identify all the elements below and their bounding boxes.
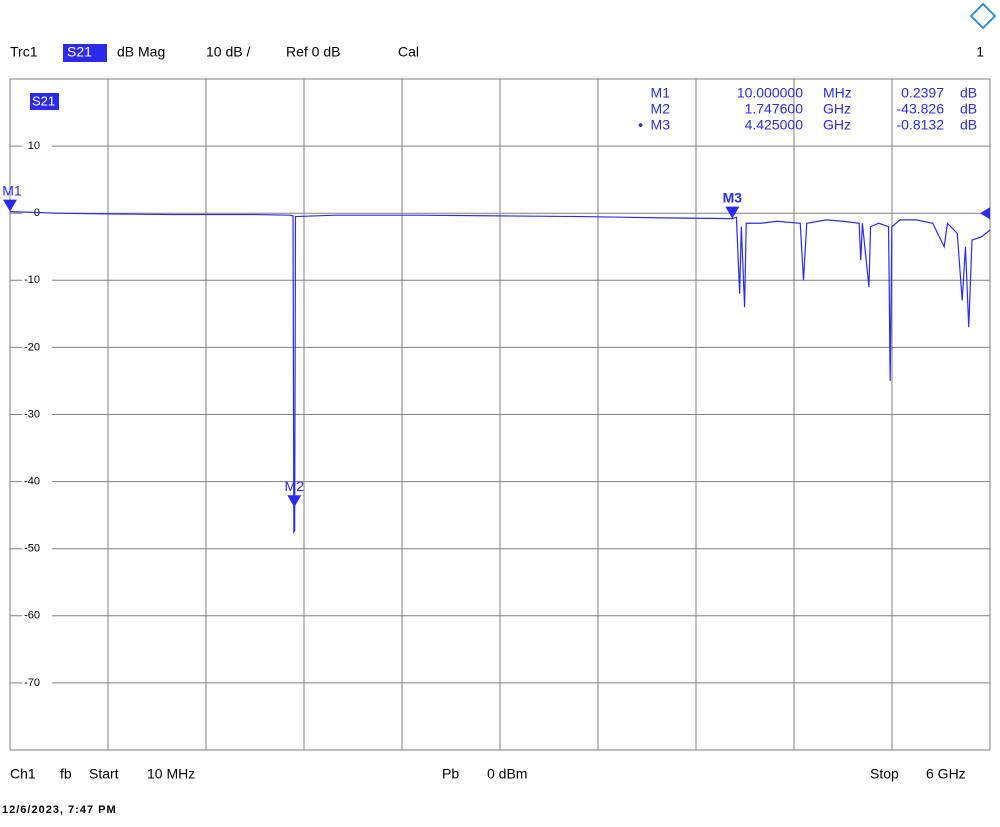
tick-label-bg bbox=[22, 608, 52, 623]
power: 0 dBm bbox=[487, 766, 527, 782]
marker-label: M3 bbox=[723, 189, 743, 205]
y-tick-label: -30 bbox=[24, 408, 40, 420]
marker bbox=[287, 495, 302, 508]
tick-label-bg bbox=[22, 675, 52, 690]
active-marker: • bbox=[638, 117, 643, 133]
marker-value-unit: dB bbox=[960, 117, 977, 133]
calibration: Cal bbox=[398, 44, 419, 60]
reference-arrow bbox=[980, 207, 990, 220]
marker-value: -0.8132 bbox=[897, 117, 945, 133]
reference: Ref 0 dB bbox=[286, 44, 340, 60]
y-tick-label: -40 bbox=[24, 476, 40, 488]
marker-label: M1 bbox=[2, 182, 22, 198]
marker-freq: 10.000000 bbox=[737, 85, 803, 101]
tick-label-bg bbox=[22, 407, 52, 422]
parameter: S21 bbox=[67, 44, 92, 60]
marker-label: M2 bbox=[285, 478, 305, 494]
marker-name: M2 bbox=[651, 101, 671, 117]
power-label: Pb bbox=[442, 766, 459, 782]
trace bbox=[9, 210, 991, 535]
tick-label-bg bbox=[22, 474, 52, 489]
y-tick-label: 0 bbox=[34, 207, 40, 219]
marker-freq-unit: GHz bbox=[823, 117, 851, 133]
marker-freq-unit: GHz bbox=[823, 101, 851, 117]
stop-label: Stop bbox=[870, 766, 899, 782]
format: dB Mag bbox=[117, 44, 165, 60]
marker-value-unit: dB bbox=[960, 85, 977, 101]
tick-label-bg bbox=[22, 139, 52, 154]
tick-label-bg bbox=[22, 340, 52, 355]
scale: 10 dB / bbox=[206, 44, 250, 60]
stop: 6 GHz bbox=[926, 766, 966, 782]
trace-name: Trc1 bbox=[10, 44, 38, 60]
window-number: 1 bbox=[976, 44, 984, 60]
marker-name: M1 bbox=[651, 85, 671, 101]
channel: Ch1 bbox=[10, 766, 36, 782]
marker-freq-unit: MHz bbox=[823, 85, 852, 101]
y-tick-label: -50 bbox=[24, 543, 40, 555]
y-tick-label: -60 bbox=[24, 610, 40, 622]
y-tick-label: 10 bbox=[28, 140, 40, 152]
y-tick-label: -10 bbox=[24, 274, 40, 286]
marker-freq: 1.747600 bbox=[745, 101, 804, 117]
sweep-type: fb bbox=[60, 766, 72, 782]
start-label: Start bbox=[89, 766, 119, 782]
marker bbox=[725, 206, 740, 219]
marker-value: 0.2397 bbox=[901, 85, 944, 101]
tick-label-bg bbox=[22, 273, 52, 288]
marker-freq: 4.425000 bbox=[745, 117, 804, 133]
trace-label: S21 bbox=[32, 93, 55, 108]
marker bbox=[3, 199, 17, 212]
y-tick-label: -70 bbox=[24, 677, 40, 689]
start: 10 MHz bbox=[147, 766, 195, 782]
timestamp: 12/6/2023, 7:47 PM bbox=[2, 804, 117, 816]
marker-value-unit: dB bbox=[960, 101, 977, 117]
y-tick-label: -20 bbox=[24, 341, 40, 353]
tick-label-bg bbox=[22, 206, 52, 221]
logo bbox=[969, 2, 997, 30]
tick-label-bg bbox=[22, 541, 52, 556]
trace-label-box bbox=[30, 93, 59, 110]
param-box bbox=[63, 44, 107, 62]
marker-value: -43.826 bbox=[897, 101, 945, 117]
marker-name: M3 bbox=[651, 117, 671, 133]
